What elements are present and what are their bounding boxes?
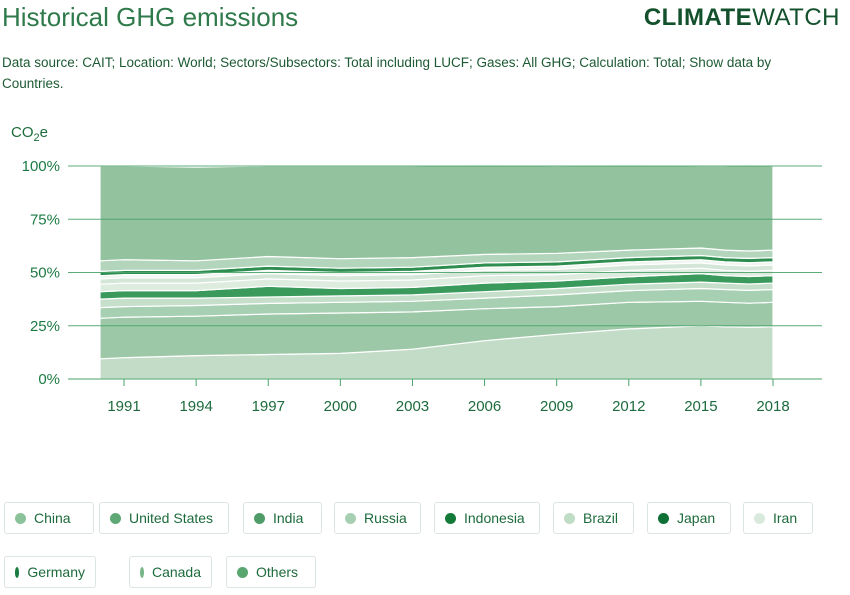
y-tick-label: 75% xyxy=(30,211,60,228)
legend-label: Canada xyxy=(151,564,201,580)
legend-dot-icon xyxy=(564,512,575,524)
legend-item-japan[interactable]: Japan xyxy=(647,502,731,534)
logo-text-bold: CLIMATE xyxy=(643,4,753,31)
logo-text-light: WATCH xyxy=(752,4,840,31)
legend-label: Germany xyxy=(27,564,85,580)
legend-dot-icon xyxy=(15,566,20,578)
y-tick-label: 50% xyxy=(30,265,60,282)
x-tick-label: 2009 xyxy=(540,398,573,415)
data-source-description: Data source: CAIT; Location: World; Sect… xyxy=(2,55,772,91)
x-tick-label: 2015 xyxy=(684,398,717,415)
legend-label: Others xyxy=(256,564,299,580)
x-tick-label: 2012 xyxy=(612,398,645,415)
legend-item-others[interactable]: Others xyxy=(226,556,316,588)
legend-dot-icon xyxy=(754,512,765,524)
y-tick-label: 25% xyxy=(30,318,60,335)
legend-item-india[interactable]: India xyxy=(243,502,322,534)
legend-item-iran[interactable]: Iran xyxy=(743,502,813,534)
legend-item-russia[interactable]: Russia xyxy=(334,502,421,534)
legend-dot-icon xyxy=(237,566,248,578)
x-tick-label: 1997 xyxy=(252,398,285,415)
legend-dot-icon xyxy=(658,512,669,524)
legend-item-united-states[interactable]: United States xyxy=(99,502,229,534)
legend-dot-icon xyxy=(110,512,121,524)
legend-item-china[interactable]: China xyxy=(4,502,94,534)
legend-item-indonesia[interactable]: Indonesia xyxy=(434,502,540,534)
chart-title: Historical GHG emissions xyxy=(2,2,299,32)
y-tick-label: 0% xyxy=(38,371,60,388)
x-tick-label: 2006 xyxy=(468,398,501,415)
legend-dot-icon xyxy=(15,512,26,524)
legend-label: India xyxy=(273,510,304,526)
legend-label: Indonesia xyxy=(464,510,525,526)
x-tick-label: 1994 xyxy=(179,398,212,415)
y-axis-label: CO2e xyxy=(11,124,48,144)
x-tick-label: 2000 xyxy=(324,398,357,415)
x-tick-label: 2003 xyxy=(396,398,429,415)
area-others xyxy=(99,164,774,262)
x-tick-label: 1991 xyxy=(107,398,140,415)
legend-item-germany[interactable]: Germany xyxy=(4,556,96,588)
legend-item-brazil[interactable]: Brazil xyxy=(553,502,634,534)
legend-label: United States xyxy=(129,510,214,526)
y-tick-label: 100% xyxy=(22,158,60,175)
legend-label: China xyxy=(34,510,71,526)
legend-label: Russia xyxy=(364,510,407,526)
legend-dot-icon xyxy=(345,512,356,524)
x-tick-label: 2018 xyxy=(756,398,789,415)
legend-item-canada[interactable]: Canada xyxy=(129,556,212,588)
legend-label: Iran xyxy=(773,510,798,526)
legend-label: Japan xyxy=(677,510,716,526)
emissions-area-chart[interactable]: 0% 25% 50% 75% 100% CO2e 1991 1994 1997 2000 2003 2… xyxy=(0,0,850,470)
legend-dot-icon xyxy=(445,512,456,524)
legend-dot-icon xyxy=(140,566,144,578)
legend-label: Brazil xyxy=(583,510,619,526)
climatewatch-logo[interactable]: CLIMATEWATCH xyxy=(644,4,840,32)
legend-dot-icon xyxy=(254,512,265,524)
